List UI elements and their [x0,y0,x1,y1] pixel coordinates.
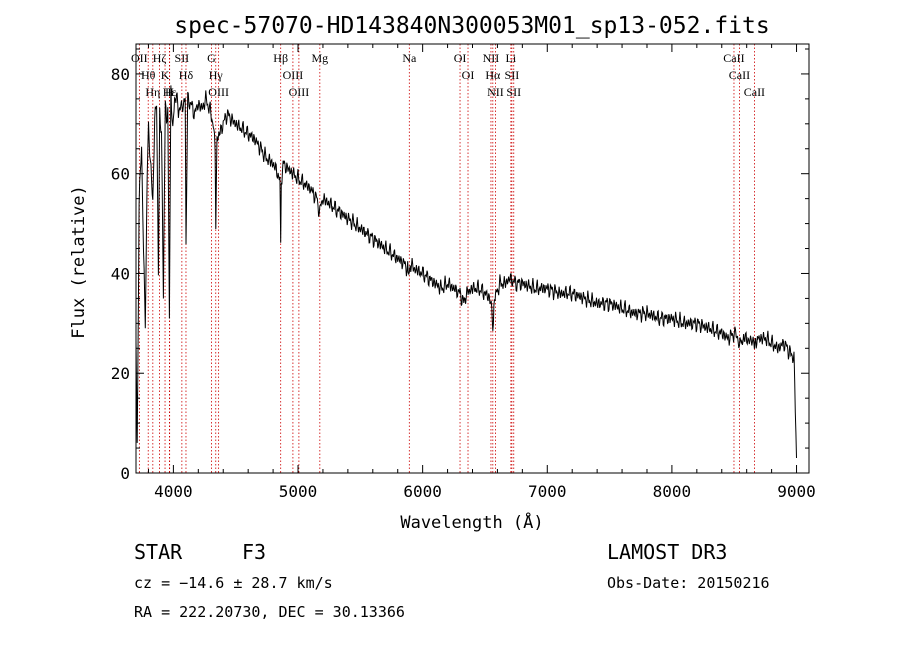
spectral-line-label: SII [175,51,190,65]
spectral-line-label: OI [462,68,475,82]
subclass: F3 [242,540,267,564]
spectral-line-label: G [207,51,216,65]
spectrum-series-line [135,85,797,459]
x-tick-label: 9000 [777,482,816,501]
spectral-line-label: Hζ [153,51,167,65]
redshift: cz = −14.6 ± 28.7 km/s [134,574,333,592]
x-axis-label: Wavelength (Å) [400,511,543,533]
spectral-line-label: CaII [723,51,744,65]
chart-title: spec-57070-HD143840N300053M01_sp13-052.f… [174,13,769,39]
obs-date-label: Obs-Date: 20150216 [607,574,770,592]
spectral-line-label: Hε [163,85,177,99]
spectral-line-label: Hθ [141,68,156,82]
x-tick-label: 6000 [403,482,442,501]
x-tick-label: 8000 [653,482,692,501]
y-tick-label: 0 [120,464,130,483]
survey: LAMOST DR3 [607,540,728,564]
spectral-line-label: OII [131,51,148,65]
spectral-line-label: K [161,68,170,82]
spectral-line-label: OIII [208,85,229,99]
spectral-line-label: Hδ [179,68,194,82]
survey-label: LAMOST DR3 [607,540,727,564]
spectral-line-label: Na [402,51,417,65]
y-tick-label: 60 [111,165,130,184]
spectral-line-label: SII [505,68,520,82]
object-class-label: STAR [134,540,182,564]
y-tick-label: 40 [111,264,130,283]
spectral-line-label: SII [506,85,521,99]
redshift-label: cz = −14.6 ± 28.7 km/s [134,574,333,592]
y-tick-label: 80 [111,65,130,84]
subclass-label: F3 [242,540,266,564]
spectral-line-label: OIII [289,85,310,99]
line-marker-layer [138,44,755,473]
spectral-line-label: Hγ [209,68,224,82]
x-tick-label: 4000 [154,482,193,501]
spectral-line-label: Hη [145,85,160,99]
coordinates: RA = 222.20730, DEC = 30.13366 [134,603,405,621]
spectral-line-label: NII [483,51,500,65]
spectral-line-label: OIII [283,68,304,82]
axis-ticks: 4000 5000 6000 7000 8000 9000 0 20 40 60 80 [111,44,816,501]
spectral-line-label: CaII [744,85,765,99]
spectral-line-label: OI [454,51,467,65]
spectral-line-label: H [165,85,174,99]
spectral-line-label: Hβ [273,51,288,65]
spectral-line-label: CaII [729,68,750,82]
spectral-line-label: Mg [311,51,328,65]
x-tick-label: 7000 [528,482,567,501]
spectral-line-label: Li [506,51,517,65]
y-tick-label: 20 [111,364,130,383]
plot-frame [135,43,810,474]
spectral-line-label: NII [487,85,504,99]
object-class: STAR [134,540,183,564]
spectral-line-label: Hα [485,68,501,82]
y-axis-label: Flux (relative) [69,185,89,339]
coordinates-label: RA = 222.20730, DEC = 30.13366 [134,603,405,621]
obs-date: Obs-Date: 20150216 [607,574,770,592]
x-tick-label: 5000 [279,482,318,501]
